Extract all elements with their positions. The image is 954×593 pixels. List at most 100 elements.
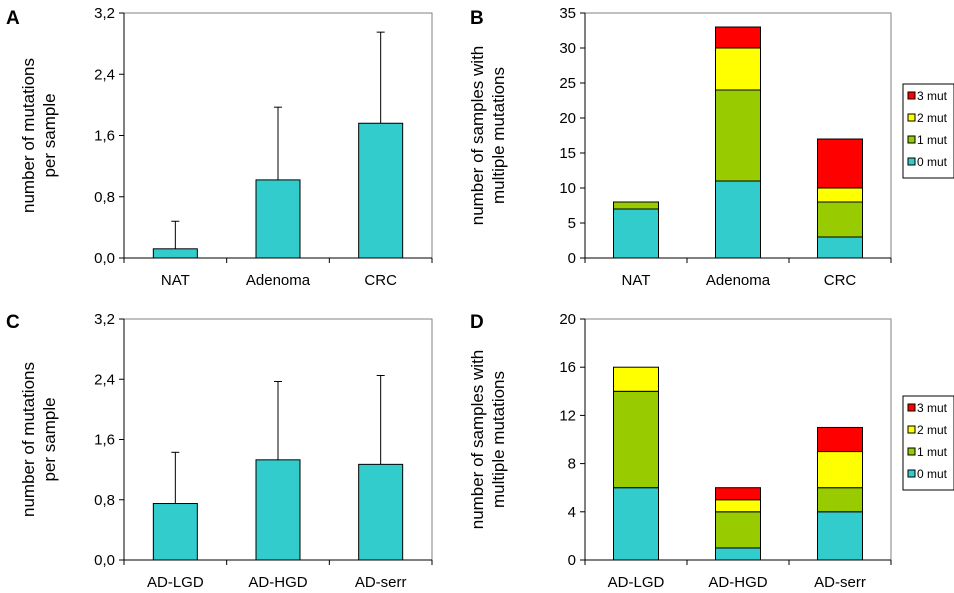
legend-swatch bbox=[907, 469, 916, 478]
stacked-bar-segment-3-mut bbox=[817, 426, 863, 453]
stacked-bar-segment-0-mut bbox=[613, 487, 659, 561]
legend-swatch bbox=[907, 157, 916, 166]
x-category-label: CRC bbox=[824, 272, 857, 289]
bar bbox=[255, 459, 301, 561]
y-axis-title-line: per sample bbox=[40, 397, 59, 481]
y-tick-label: 15 bbox=[559, 145, 576, 162]
y-tick-label: 20 bbox=[559, 311, 576, 328]
y-axis-title: number of mutations per sample bbox=[19, 58, 59, 213]
y-axis-title-line: per sample bbox=[40, 93, 59, 177]
stacked-bar-segment-2-mut bbox=[715, 47, 761, 91]
x-category-label: NAT bbox=[622, 272, 651, 289]
x-category-label: AD-serr bbox=[814, 574, 866, 591]
y-tick-label: 3,2 bbox=[94, 5, 115, 22]
y-axis-title-line: number of samples with bbox=[468, 46, 487, 226]
legend-swatch bbox=[907, 425, 916, 434]
y-tick-label: 16 bbox=[559, 359, 576, 376]
stacked-bar-segment-3-mut bbox=[715, 487, 761, 501]
y-tick-label: 0,0 bbox=[94, 552, 115, 569]
y-tick-label: 12 bbox=[559, 407, 576, 424]
y-axis-title: number of samples with multiple mutations bbox=[468, 46, 508, 226]
stacked-bar-segment-2-mut bbox=[715, 499, 761, 513]
stacked-bar-segment-0-mut bbox=[715, 547, 761, 561]
panel-D: D 0 4 8 12 16 20 AD-LGD AD-HGD AD-serr number of s… bbox=[468, 311, 954, 591]
x-category-label: Adenoma bbox=[706, 272, 771, 289]
y-tick-label: 0,8 bbox=[94, 492, 115, 509]
panel-letter: A bbox=[6, 8, 20, 29]
x-category-label: AD-LGD bbox=[608, 574, 665, 591]
legend-label: 1 mut bbox=[917, 445, 948, 459]
bar bbox=[152, 248, 198, 259]
legend-label: 0 mut bbox=[917, 467, 948, 481]
legend-swatch bbox=[907, 135, 916, 144]
y-axis-title: number of samples with multiple mutations bbox=[468, 350, 508, 530]
y-tick-label: 4 bbox=[568, 504, 576, 521]
stacked-bar-segment-1-mut bbox=[817, 201, 863, 238]
panel-B: B 0 5 10 15 20 25 30 35 NAT Adenoma CRC number of sa… bbox=[468, 5, 954, 289]
x-category-label: AD-serr bbox=[355, 574, 407, 591]
stacked-bar-segment-0-mut bbox=[613, 208, 659, 259]
y-tick-label: 0,8 bbox=[94, 189, 115, 206]
legend-swatch bbox=[907, 91, 916, 100]
y-tick-label: 1,6 bbox=[94, 128, 115, 145]
y-tick-label: 0,0 bbox=[94, 250, 115, 267]
legend-label: 2 mut bbox=[917, 423, 948, 437]
y-tick-label: 2,4 bbox=[94, 371, 115, 388]
y-axis-title-line: multiple mutations bbox=[489, 371, 508, 508]
y-axis-title-line: number of mutations bbox=[19, 362, 38, 517]
y-tick-label: 3,2 bbox=[94, 311, 115, 328]
stacked-bar-segment-1-mut bbox=[817, 487, 863, 513]
x-category-label: CRC bbox=[364, 272, 397, 289]
stacked-bar-segment-3-mut bbox=[715, 26, 761, 49]
stacked-bar-segment-1-mut bbox=[715, 89, 761, 182]
stacked-bar-segment-2-mut bbox=[817, 451, 863, 489]
y-tick-label: 35 bbox=[559, 5, 576, 22]
stacked-bar-segment-1-mut bbox=[613, 390, 659, 489]
x-category-label: AD-HGD bbox=[248, 574, 307, 591]
panel-A: A 0,0 0,8 1,6 2,4 3,2 NAT Adenoma CRC number of m… bbox=[6, 5, 433, 289]
legend-label: 1 mut bbox=[917, 133, 948, 147]
stacked-bar-segment-0-mut bbox=[817, 511, 863, 561]
y-tick-label: 30 bbox=[559, 40, 576, 57]
y-tick-label: 0 bbox=[568, 250, 576, 267]
panel-letter: C bbox=[6, 312, 20, 333]
bar bbox=[152, 503, 198, 561]
y-tick-label: 5 bbox=[568, 215, 576, 232]
legend-swatch bbox=[907, 447, 916, 456]
legend-label: 0 mut bbox=[917, 155, 948, 169]
bar bbox=[358, 463, 404, 561]
panel-C: C 0,0 0,8 1,6 2,4 3,2 AD-LGD AD-HGD AD-serr numbe… bbox=[6, 311, 433, 591]
stacked-bar-segment-0-mut bbox=[715, 180, 761, 259]
stacked-bar-segment-1-mut bbox=[715, 511, 761, 549]
x-category-label: Adenoma bbox=[246, 272, 311, 289]
y-tick-label: 25 bbox=[559, 75, 576, 92]
y-axis-title: number of mutations per sample bbox=[19, 362, 59, 517]
x-category-label: AD-HGD bbox=[708, 574, 767, 591]
y-axis-title-line: number of mutations bbox=[19, 58, 38, 213]
y-axis-title-line: multiple mutations bbox=[489, 67, 508, 204]
y-tick-label: 20 bbox=[559, 110, 576, 127]
legend-swatch bbox=[907, 113, 916, 122]
stacked-bar-segment-0-mut bbox=[817, 236, 863, 259]
stacked-bar-segment-2-mut bbox=[613, 366, 659, 392]
x-category-label: NAT bbox=[161, 272, 190, 289]
panel-letter: D bbox=[470, 312, 484, 333]
bar bbox=[255, 179, 301, 259]
stacked-bar-segment-1-mut bbox=[613, 201, 659, 210]
x-category-label: AD-LGD bbox=[147, 574, 204, 591]
y-tick-label: 0 bbox=[568, 552, 576, 569]
y-tick-label: 1,6 bbox=[94, 432, 115, 449]
legend-swatch bbox=[907, 403, 916, 412]
panel-letter: B bbox=[470, 8, 484, 29]
stacked-bar-segment-2-mut bbox=[817, 187, 863, 203]
legend-label: 3 mut bbox=[917, 89, 948, 103]
y-axis-title-line: number of samples with bbox=[468, 350, 487, 530]
y-tick-label: 2,4 bbox=[94, 66, 115, 83]
bar bbox=[358, 122, 404, 259]
y-tick-label: 8 bbox=[568, 456, 576, 473]
y-tick-label: 10 bbox=[559, 180, 576, 197]
legend-label: 3 mut bbox=[917, 401, 948, 415]
legend-label: 2 mut bbox=[917, 111, 948, 125]
stacked-bar-segment-3-mut bbox=[817, 138, 863, 189]
